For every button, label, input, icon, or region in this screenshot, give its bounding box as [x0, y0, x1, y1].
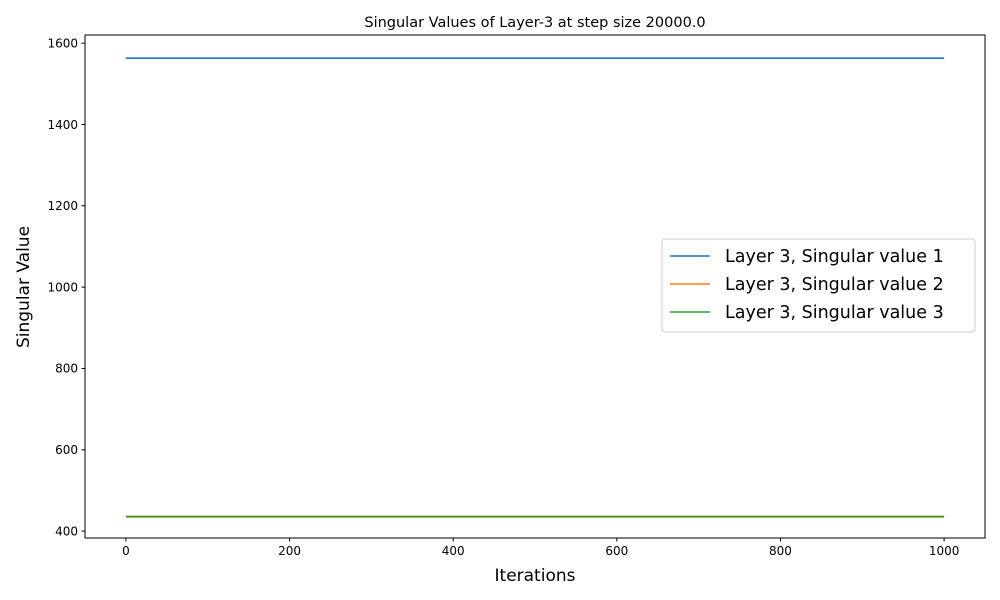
- x-tick-label: 200: [278, 544, 301, 558]
- legend: Layer 3, Singular value 1 Layer 3, Singul…: [661, 238, 976, 333]
- y-tick-label: 1200: [47, 199, 78, 213]
- x-tick-label: 1000: [929, 544, 960, 558]
- x-axis: 0 200 400 600 800 1000: [122, 538, 959, 558]
- x-tick-label: 600: [605, 544, 628, 558]
- y-tick-label: 1400: [47, 118, 78, 132]
- y-axis: 400 600 800 1000 1200 1400 1600: [47, 36, 85, 538]
- legend-label-1: Layer 3, Singular value 1: [725, 247, 944, 267]
- legend-box: [661, 238, 976, 333]
- y-axis-label: Singular Value: [14, 226, 34, 348]
- x-tick-label: 0: [122, 544, 130, 558]
- y-tick-label: 1600: [47, 36, 78, 50]
- legend-label-3: Layer 3, Singular value 3: [725, 303, 944, 323]
- series-lines: [125, 57, 945, 518]
- y-tick-label: 1000: [47, 280, 78, 294]
- y-tick-label: 600: [55, 443, 78, 457]
- x-tick-label: 400: [442, 544, 465, 558]
- y-tick-label: 400: [55, 524, 78, 538]
- x-tick-label: 800: [769, 544, 792, 558]
- legend-label-2: Layer 3, Singular value 2: [725, 275, 944, 295]
- y-tick-label: 800: [55, 362, 78, 376]
- x-axis-label: Iterations: [495, 566, 576, 586]
- chart-title: Singular Values of Layer-3 at step size …: [364, 15, 705, 31]
